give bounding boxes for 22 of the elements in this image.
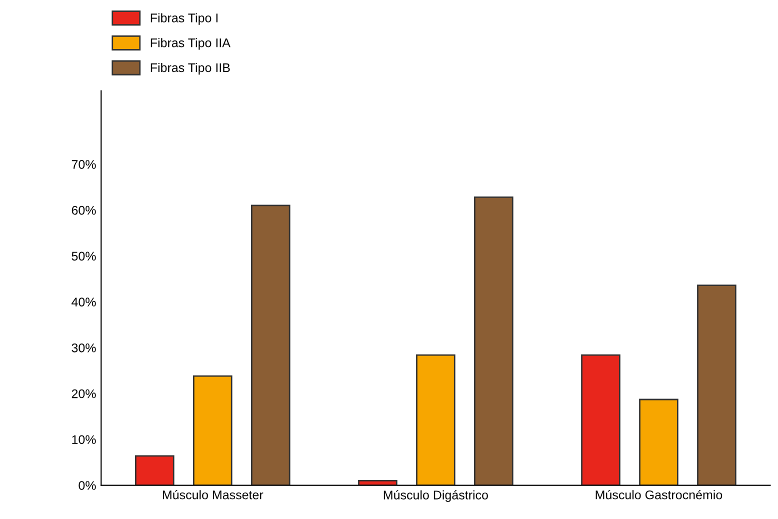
bar bbox=[639, 398, 678, 486]
legend-label: Fibras Tipo IIB bbox=[150, 62, 230, 75]
bar bbox=[193, 375, 232, 486]
x-tick-label: Músculo Digástrico bbox=[384, 490, 488, 502]
bar bbox=[697, 284, 736, 486]
y-tick-label: 60% bbox=[72, 206, 96, 215]
y-tick-label: 20% bbox=[72, 389, 96, 398]
y-tick-label: 70% bbox=[72, 160, 96, 169]
x-tick-label: Músculo Masseter bbox=[162, 490, 264, 500]
y-tick-label: 0% bbox=[78, 481, 96, 490]
y-tick-label: 30% bbox=[72, 343, 96, 352]
bar bbox=[416, 354, 456, 486]
y-tick-label: 10% bbox=[72, 435, 96, 444]
y-tick-label: 50% bbox=[72, 252, 96, 261]
bar bbox=[250, 204, 290, 486]
legend-label: Fibras Tipo I bbox=[150, 13, 218, 25]
x-tick-label: Músculo Gastrocnémio bbox=[596, 490, 722, 500]
legend-label: Fibras Tipo IIA bbox=[150, 38, 230, 50]
bar bbox=[474, 196, 514, 486]
bar bbox=[581, 354, 620, 486]
y-tick-label: 40% bbox=[72, 298, 96, 306]
bar bbox=[135, 455, 174, 486]
